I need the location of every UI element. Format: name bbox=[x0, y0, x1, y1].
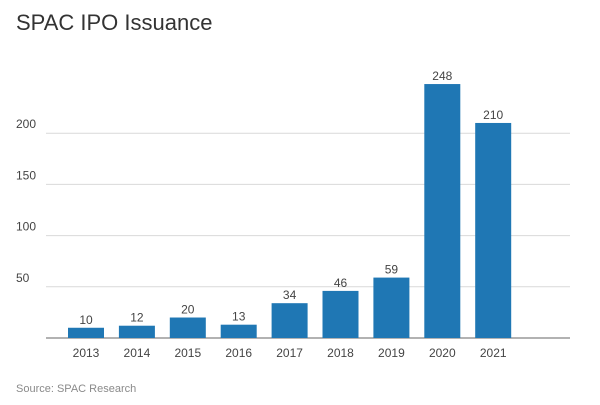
source-note: Source: SPAC Research bbox=[16, 383, 137, 395]
bar-2019 bbox=[373, 277, 410, 338]
data-label-2018: 46 bbox=[334, 276, 348, 290]
x-tick-label-2014: 2014 bbox=[124, 346, 151, 360]
data-label-2015: 20 bbox=[181, 303, 195, 317]
data-label-2017: 34 bbox=[283, 288, 297, 302]
bar-2016 bbox=[220, 324, 257, 338]
x-tick-label-2013: 2013 bbox=[73, 346, 100, 360]
x-tick-label-2021: 2021 bbox=[480, 346, 507, 360]
x-tick-label-2016: 2016 bbox=[225, 346, 252, 360]
y-tick-label-100: 100 bbox=[16, 220, 36, 234]
x-tick-label-2015: 2015 bbox=[174, 346, 201, 360]
data-label-2019: 59 bbox=[385, 263, 399, 277]
x-tick-label-2017: 2017 bbox=[276, 346, 303, 360]
bar-2015 bbox=[169, 317, 206, 338]
data-label-2014: 12 bbox=[130, 311, 144, 325]
bar-2020 bbox=[424, 84, 461, 338]
data-label-2020: 248 bbox=[432, 69, 452, 83]
data-label-2021: 210 bbox=[483, 108, 503, 122]
y-tick-label-150: 150 bbox=[16, 168, 36, 182]
x-tick-label-2019: 2019 bbox=[378, 346, 405, 360]
bar-2013 bbox=[68, 327, 104, 338]
x-tick-label-2018: 2018 bbox=[327, 346, 354, 360]
y-tick-label-50: 50 bbox=[16, 271, 30, 285]
bar-2021 bbox=[475, 122, 512, 339]
data-label-2016: 13 bbox=[232, 310, 246, 324]
x-tick-label-2020: 2020 bbox=[429, 346, 456, 360]
chart-title: SPAC IPO Issuance bbox=[16, 10, 213, 35]
bar-2017 bbox=[271, 303, 308, 338]
bar-2018 bbox=[322, 290, 359, 338]
data-label-2013: 10 bbox=[79, 313, 93, 327]
y-tick-label-200: 200 bbox=[16, 117, 36, 131]
bar-2014 bbox=[118, 325, 155, 338]
